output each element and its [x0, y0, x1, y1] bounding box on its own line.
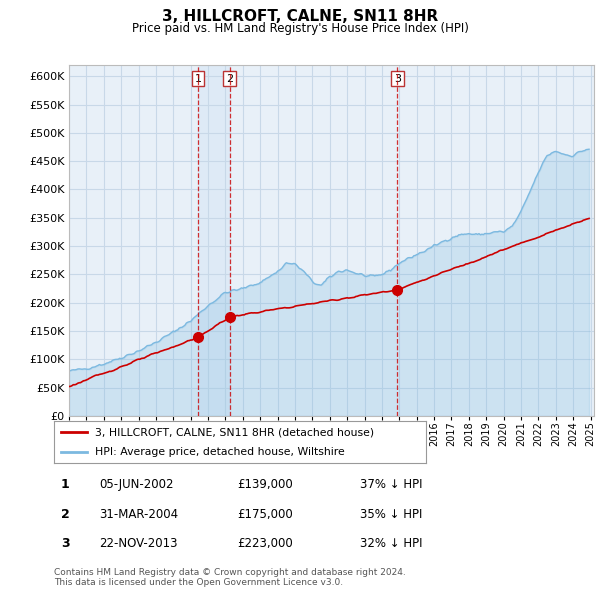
Text: £175,000: £175,000	[237, 508, 293, 521]
Text: 3, HILLCROFT, CALNE, SN11 8HR: 3, HILLCROFT, CALNE, SN11 8HR	[162, 9, 438, 24]
Text: 32% ↓ HPI: 32% ↓ HPI	[360, 537, 422, 550]
Text: 37% ↓ HPI: 37% ↓ HPI	[360, 478, 422, 491]
Text: 3: 3	[394, 74, 401, 84]
Text: Contains HM Land Registry data © Crown copyright and database right 2024.
This d: Contains HM Land Registry data © Crown c…	[54, 568, 406, 587]
Text: 3: 3	[61, 537, 70, 550]
Text: 2: 2	[226, 74, 233, 84]
Text: 05-JUN-2002: 05-JUN-2002	[99, 478, 173, 491]
Text: 2: 2	[61, 508, 70, 521]
Text: 22-NOV-2013: 22-NOV-2013	[99, 537, 178, 550]
Text: £223,000: £223,000	[237, 537, 293, 550]
Bar	[198, 65, 230, 416]
Text: 31-MAR-2004: 31-MAR-2004	[99, 508, 178, 521]
Text: 3, HILLCROFT, CALNE, SN11 8HR (detached house): 3, HILLCROFT, CALNE, SN11 8HR (detached …	[95, 427, 374, 437]
Text: 35% ↓ HPI: 35% ↓ HPI	[360, 508, 422, 521]
Text: 1: 1	[194, 74, 202, 84]
Text: Price paid vs. HM Land Registry's House Price Index (HPI): Price paid vs. HM Land Registry's House …	[131, 22, 469, 35]
Text: HPI: Average price, detached house, Wiltshire: HPI: Average price, detached house, Wilt…	[95, 447, 344, 457]
Text: 1: 1	[61, 478, 70, 491]
Text: £139,000: £139,000	[237, 478, 293, 491]
